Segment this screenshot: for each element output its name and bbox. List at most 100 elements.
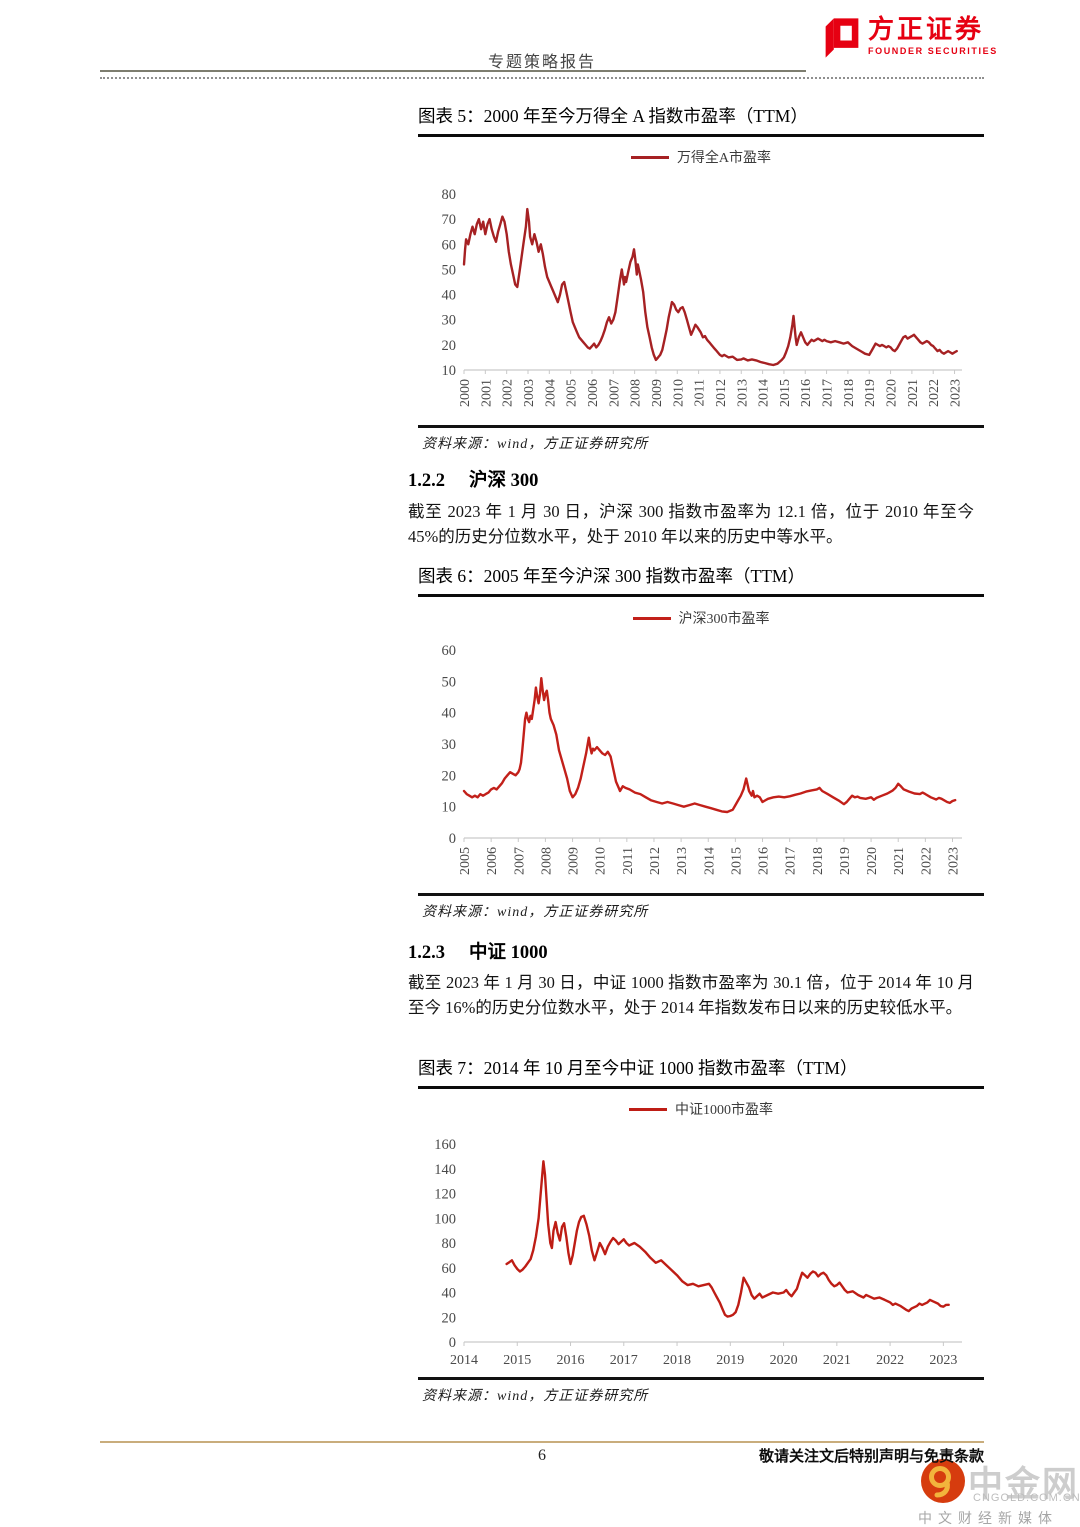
svg-text:20: 20 xyxy=(442,1310,457,1326)
svg-text:100: 100 xyxy=(434,1211,456,1227)
figure7-bottom-rule xyxy=(418,1377,984,1380)
watermark-name: 中金网 xyxy=(968,1465,1080,1504)
svg-text:2020: 2020 xyxy=(865,847,880,875)
svg-text:40: 40 xyxy=(442,1286,457,1302)
svg-text:2023: 2023 xyxy=(947,847,962,875)
page-number: 6 xyxy=(538,1447,546,1464)
svg-text:2004: 2004 xyxy=(543,379,558,407)
paragraph-csi1000: 截至 2023 年 1 月 30 日，中证 1000 指数市盈率为 30.1 倍… xyxy=(408,973,974,1017)
svg-text:2006: 2006 xyxy=(586,379,601,407)
svg-text:2019: 2019 xyxy=(838,847,853,875)
legend-label: 沪深300市盈率 xyxy=(678,612,770,627)
legend-label: 万得全A市盈率 xyxy=(676,151,772,166)
footer-rule xyxy=(100,1441,984,1443)
chart-hs300-pe: 2005 2006 2007 2008 2009 2010 2011 2012 2013 2014… xyxy=(442,643,962,875)
footer-disclaimer: 敬请关注文后特别声明与免责条款 xyxy=(758,1448,984,1465)
header-rule xyxy=(100,70,806,72)
svg-text:2000: 2000 xyxy=(458,379,473,407)
logo-cn-text: 方正证券 xyxy=(868,14,985,44)
svg-text:2005: 2005 xyxy=(458,847,473,875)
svg-text:2016: 2016 xyxy=(757,847,772,875)
figure6-source: 资料来源：wind，方正证券研究所 xyxy=(422,905,649,920)
svg-text:2016: 2016 xyxy=(799,379,814,407)
svg-text:2022: 2022 xyxy=(927,379,942,407)
svg-text:70: 70 xyxy=(442,212,457,228)
svg-text:60: 60 xyxy=(442,237,457,253)
svg-text:0: 0 xyxy=(449,1335,456,1351)
svg-text:2013: 2013 xyxy=(675,847,690,875)
svg-text:50: 50 xyxy=(442,262,457,278)
svg-text:20: 20 xyxy=(442,768,457,784)
svg-text:2007: 2007 xyxy=(512,847,527,875)
svg-text:80: 80 xyxy=(442,187,457,203)
founder-logo-icon xyxy=(824,16,860,65)
svg-text:30: 30 xyxy=(442,737,457,753)
svg-text:2008: 2008 xyxy=(539,847,554,875)
svg-text:2010: 2010 xyxy=(671,379,686,407)
watermark-domain: CNGOLD.COM.CN xyxy=(973,1492,1080,1504)
svg-text:60: 60 xyxy=(442,643,457,659)
figure6-title: 图表 6：2005 年至今沪深 300 指数市盈率（TTM） xyxy=(418,563,984,597)
svg-text:60: 60 xyxy=(442,1261,457,1277)
svg-text:2014: 2014 xyxy=(450,1353,478,1368)
svg-text:2011: 2011 xyxy=(621,847,636,874)
svg-text:2020: 2020 xyxy=(770,1353,798,1368)
svg-text:2023: 2023 xyxy=(929,1353,957,1368)
svg-text:2019: 2019 xyxy=(863,379,878,407)
cngold-logo-icon xyxy=(920,1458,966,1509)
svg-text:2021: 2021 xyxy=(823,1353,851,1368)
svg-text:2017: 2017 xyxy=(821,379,836,407)
section-number: 1.2.3 xyxy=(408,943,445,963)
svg-text:0: 0 xyxy=(449,831,456,847)
svg-text:120: 120 xyxy=(434,1187,456,1203)
chart-csi1000-pe: 2014 2015 2016 2017 2018 2019 2020 2021 2022 2023… xyxy=(434,1137,962,1368)
svg-text:2012: 2012 xyxy=(714,379,729,407)
svg-text:40: 40 xyxy=(442,288,457,304)
svg-text:2019: 2019 xyxy=(716,1353,744,1368)
figure5-title: 图表 5：2000 年至今万得全 A 指数市盈率（TTM） xyxy=(418,103,984,137)
figure7-source: 资料来源：wind，方正证券研究所 xyxy=(422,1389,649,1404)
svg-text:2015: 2015 xyxy=(778,379,793,407)
report-type-header: 专题策略报告 xyxy=(487,54,596,71)
svg-text:2015: 2015 xyxy=(729,847,744,875)
svg-text:2018: 2018 xyxy=(842,379,857,407)
svg-text:2014: 2014 xyxy=(702,847,717,875)
chart-wind-all-a-pe: 2000 2001 2002 2003 2004 2005 2006 2007 2008 2009… xyxy=(442,187,964,407)
svg-text:50: 50 xyxy=(442,674,457,690)
svg-text:2012: 2012 xyxy=(648,847,663,875)
section-heading-1-2-2: 1.2.2 沪深 300 xyxy=(408,466,538,492)
figure5-source: 资料来源：wind，方正证券研究所 xyxy=(422,437,649,452)
svg-text:30: 30 xyxy=(442,313,457,329)
svg-text:2002: 2002 xyxy=(501,379,516,407)
cngold-watermark: 中金网 CNGOLD.COM.CN 中文财经新媒体 xyxy=(918,1444,1080,1527)
svg-text:2008: 2008 xyxy=(629,379,644,407)
section-heading-1-2-3: 1.2.3 中证 1000 xyxy=(408,938,548,964)
svg-text:2009: 2009 xyxy=(650,379,665,407)
svg-text:2001: 2001 xyxy=(479,379,494,407)
svg-text:140: 140 xyxy=(434,1162,456,1178)
legend-label: 中证1000市盈率 xyxy=(675,1103,773,1118)
svg-text:2010: 2010 xyxy=(594,847,609,875)
founder-securities-logo: 方正证券 FOUNDER SECURITIES xyxy=(824,16,998,65)
paragraph-hs300: 截至 2023 年 1 月 30 日，沪深 300 指数市盈率为 12.1 倍，… xyxy=(408,502,974,546)
logo-en-text: FOUNDER SECURITIES xyxy=(868,46,998,56)
svg-text:2018: 2018 xyxy=(811,847,826,875)
svg-text:2006: 2006 xyxy=(485,847,500,875)
svg-text:2020: 2020 xyxy=(885,379,900,407)
svg-text:2017: 2017 xyxy=(784,847,799,875)
svg-text:2005: 2005 xyxy=(565,379,580,407)
svg-text:2016: 2016 xyxy=(557,1353,585,1368)
legend-line-swatch xyxy=(630,155,669,159)
figure7-title: 图表 7：2014 年 10 月至今中证 1000 指数市盈率（TTM） xyxy=(418,1055,984,1089)
svg-text:2023: 2023 xyxy=(949,379,964,407)
svg-text:160: 160 xyxy=(434,1137,456,1153)
svg-text:10: 10 xyxy=(442,363,457,379)
svg-text:2011: 2011 xyxy=(693,379,708,406)
svg-text:2021: 2021 xyxy=(906,379,921,407)
svg-text:2021: 2021 xyxy=(892,847,907,875)
svg-text:2015: 2015 xyxy=(503,1353,531,1368)
svg-text:2009: 2009 xyxy=(567,847,582,875)
section-number: 1.2.2 xyxy=(408,471,445,491)
svg-text:2007: 2007 xyxy=(607,379,622,407)
